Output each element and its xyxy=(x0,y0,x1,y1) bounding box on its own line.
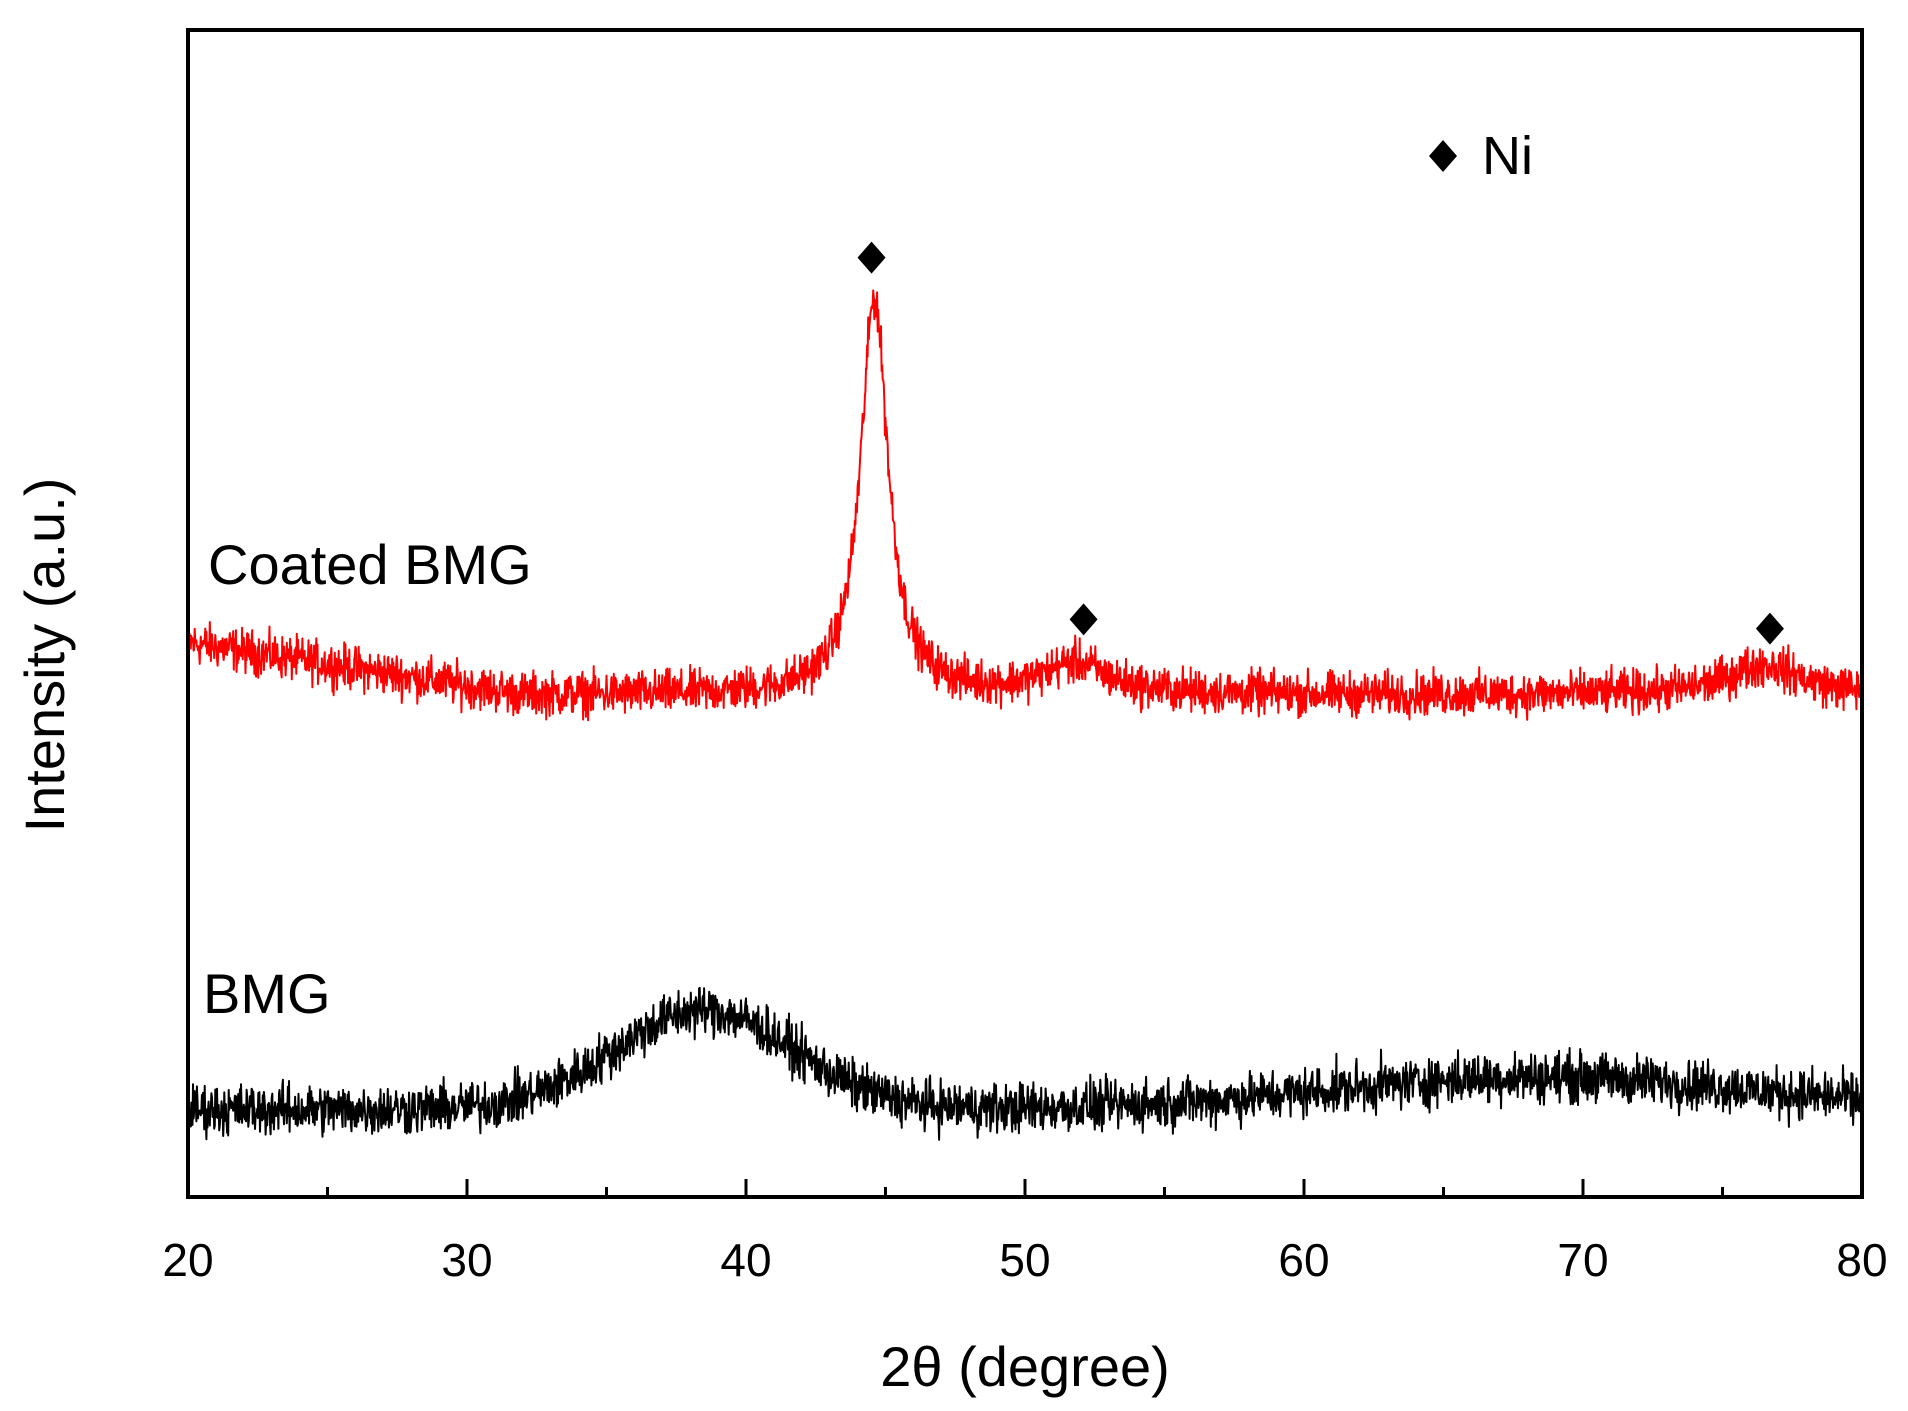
diamond-marker-icon xyxy=(1755,612,1784,645)
legend-label: Ni xyxy=(1482,126,1533,186)
series-line-bmg xyxy=(187,986,1863,1141)
x-tick-label: 40 xyxy=(720,1234,771,1286)
peak-annotations xyxy=(857,241,1784,645)
x-tick-label: 60 xyxy=(1278,1234,1329,1286)
plot-frame xyxy=(186,28,1864,1199)
x-tick-label: 70 xyxy=(1557,1234,1608,1286)
series-traces xyxy=(187,289,1863,1141)
diamond-marker-icon xyxy=(1069,603,1098,636)
series-label-coated-bmg: Coated BMG xyxy=(208,533,532,596)
x-tick-label: 80 xyxy=(1836,1234,1887,1286)
series-label-bmg: BMG xyxy=(203,962,331,1025)
y-axis-title: Intensity (a.u.) xyxy=(13,478,76,833)
series-line-coated-bmg xyxy=(187,289,1863,722)
x-tick-label: 20 xyxy=(162,1234,213,1286)
diamond-marker-icon xyxy=(857,241,886,274)
x-axis-title: 2θ (degree) xyxy=(880,1335,1170,1398)
legend-diamond-icon xyxy=(1429,140,1457,172)
x-tick-label: 30 xyxy=(441,1234,492,1286)
x-ticks: 20 30 40 50 60 70 80 xyxy=(162,1179,1888,1286)
x-tick-label: 50 xyxy=(999,1234,1050,1286)
legend: Ni xyxy=(1429,126,1533,186)
